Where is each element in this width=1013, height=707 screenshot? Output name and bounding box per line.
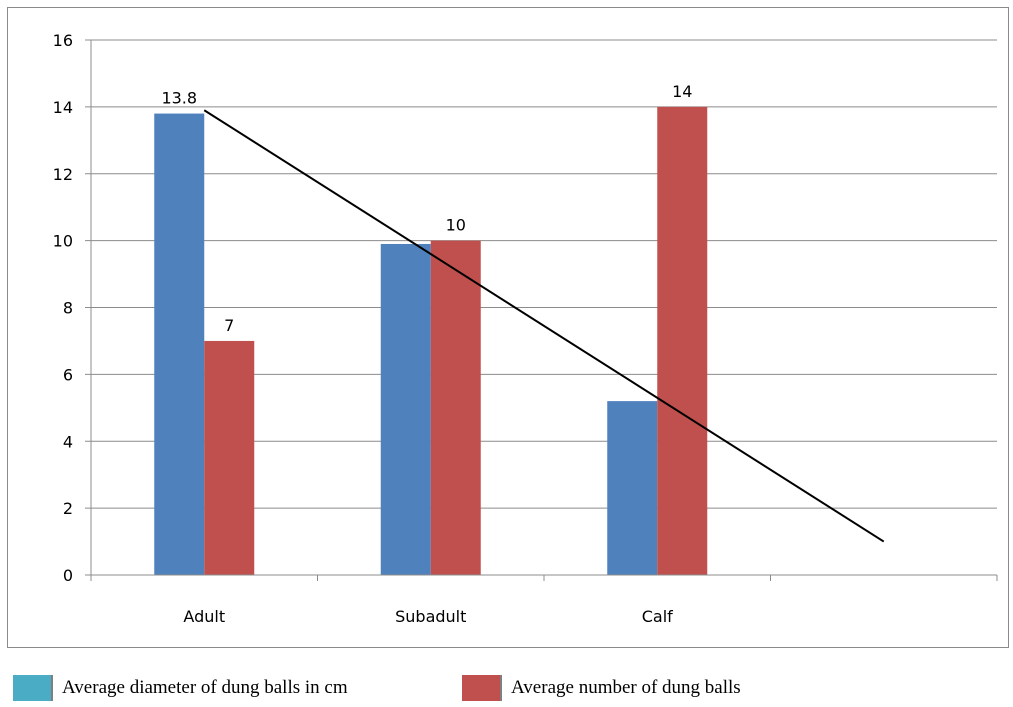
y-tick-label: 16: [53, 31, 73, 50]
legend-item-number: Average number of dung balls: [462, 675, 741, 701]
legend-item-diameter: Average diameter of dung balls in cm: [13, 675, 348, 701]
y-tick-label: 12: [53, 165, 73, 184]
y-tick-label: 14: [53, 98, 73, 117]
bar: [154, 113, 205, 575]
data-label: 7: [224, 316, 234, 335]
bar: [657, 106, 708, 575]
bars: [154, 106, 708, 575]
bar-chart: 0 2 4 6 8 10 12 14 16 Adult Subadult Calf 13.8 7 10 14: [53, 31, 998, 626]
y-tick-label: 2: [63, 499, 73, 518]
data-labels: 13.8 7 10 14: [161, 82, 692, 335]
bar: [430, 240, 481, 575]
chart-frame: 0 2 4 6 8 10 12 14 16 Adult Subadult Calf 13.8 7 10 14: [7, 7, 1009, 648]
legend-swatch-number: [462, 675, 502, 701]
legend-swatch-diameter: [13, 675, 53, 701]
bar: [607, 401, 658, 575]
legend-label-diameter: Average diameter of dung balls in cm: [62, 677, 348, 698]
y-tick-label: 8: [63, 299, 73, 318]
bar: [204, 340, 255, 575]
trend-line: [203, 109, 885, 543]
data-label: 14: [672, 82, 692, 101]
x-tick-label: Adult: [183, 607, 225, 626]
data-label: 13.8: [161, 89, 197, 108]
legend-label-number: Average number of dung balls: [511, 677, 741, 698]
bar: [380, 243, 431, 575]
y-tick-label: 10: [53, 232, 73, 251]
x-tick-label: Subadult: [395, 607, 466, 626]
x-tick-label: Calf: [642, 607, 673, 626]
y-tick-label: 0: [63, 566, 73, 585]
y-tick-label: 6: [63, 365, 73, 384]
data-label: 10: [446, 216, 466, 235]
axes: 0 2 4 6 8 10 12 14 16 Adult Subadult Calf: [53, 31, 998, 626]
y-tick-label: 4: [63, 432, 73, 451]
trend-line-segment: [203, 109, 885, 543]
legend: Average diameter of dung balls in cm Ave…: [0, 668, 1013, 707]
